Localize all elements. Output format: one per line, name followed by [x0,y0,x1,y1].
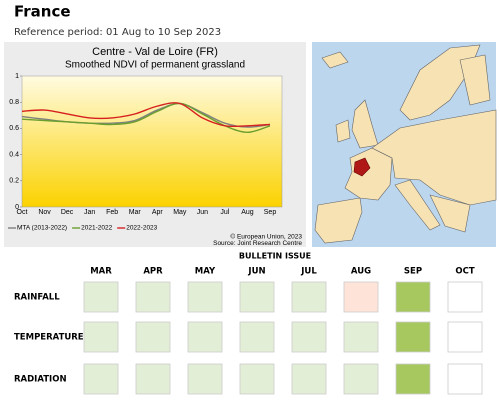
chart-subtitle: Smoothed NDVI of permanent grassland [65,60,245,71]
x-tick-label: Mar [129,209,142,216]
cell [239,321,275,353]
cell [447,281,483,313]
land [335,119,351,143]
cell [291,363,327,395]
cell [447,363,483,395]
row-label: RADIATION [14,375,67,385]
y-tick-label: 0.2 [9,178,19,185]
land [321,51,349,69]
x-tick-label: Nov [38,209,51,216]
column-header: JUL [300,267,317,277]
x-tick-label: Jan [84,209,95,216]
legend-label: 2021-2022 [81,225,112,232]
series-line [21,102,271,128]
y-tick-label: 1 [15,73,19,80]
cell [395,363,431,395]
x-tick-label: Jun [197,209,208,216]
source-note: © European Union, 2023 [230,233,302,241]
column-header: APR [143,267,163,277]
cell [135,281,171,313]
x-tick-label: Feb [106,209,118,216]
x-tick-label: Oct [17,209,28,216]
cell [343,363,379,395]
chart-title: Centre - Val de Loire (FR) [92,46,218,58]
page-title: France [14,3,71,21]
y-tick-label: 0.8 [9,99,19,106]
column-header: MAY [195,267,216,277]
cell [343,281,379,313]
plot-area [21,75,283,208]
y-tick-label: 0 [15,204,19,211]
cell [395,281,431,313]
cell [395,321,431,353]
cell [83,281,119,313]
x-tick-label: May [173,209,187,216]
row-label: TEMPERATURE [14,333,84,343]
cell [135,363,171,395]
cell [135,321,171,353]
cell [239,281,275,313]
page-subtitle: Reference period: 01 Aug to 10 Sep 2023 [14,27,221,38]
x-tick-label: Apr [152,209,164,216]
column-header: JUN [247,267,265,277]
column-header: SEP [404,267,422,277]
region [353,157,371,177]
column-header: MAR [90,267,112,277]
x-tick-label: Dec [61,209,74,216]
map [312,42,497,247]
cell [187,321,223,353]
source-note: Source: Joint Research Centre [213,240,302,247]
cell [291,321,327,353]
cell [187,363,223,395]
cell [239,363,275,395]
x-tick-label: Jul [220,209,229,216]
land [459,54,491,106]
cell [291,281,327,313]
table-title: BULLETIN ISSUE [239,252,311,261]
x-tick-label: Sep [264,209,277,216]
legend-label: MTA (2013-2022) [17,225,67,232]
y-tick-label: 0.4 [9,151,19,158]
column-header: OCT [455,267,474,277]
cell [343,321,379,353]
cell [447,321,483,353]
land [394,179,441,231]
cell [83,363,119,395]
legend-label: 2022-2023 [126,225,157,232]
x-tick-label: Aug [241,209,254,216]
cell [187,281,223,313]
y-tick-label: 0.6 [9,125,19,132]
cell [83,321,119,353]
row-label: RAINFALL [14,293,60,303]
land [429,194,471,233]
column-header: AUG [351,267,371,277]
